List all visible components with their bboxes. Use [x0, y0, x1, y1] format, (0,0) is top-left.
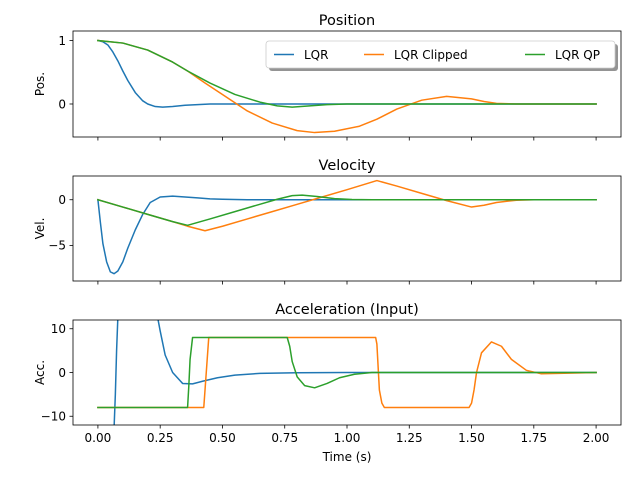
subplot-3: −10 0 10 0.00 0.25 0.50 0.75 1.00 1.25 1.50 1.75 2.…: [33, 302, 622, 464]
y-axis-label: Vel.: [33, 218, 47, 240]
subplot-title: Position: [319, 13, 375, 29]
legend-box: [265, 40, 616, 69]
y-tick-label: 0: [58, 193, 66, 207]
y-axis-label: Acc.: [33, 360, 47, 385]
y-tick-label: −10: [41, 410, 66, 424]
legend-label: LQR QP: [555, 48, 600, 62]
x-tick-label: 0.75: [271, 431, 298, 445]
x-tick-label: 2.00: [583, 431, 610, 445]
x-tick-label: 0.25: [147, 431, 174, 445]
subplot-1: 0 1 Position Pos. LQR LQR Clipped LQR QP: [33, 13, 622, 141]
legend-label: LQR: [304, 48, 328, 62]
y-axis-label: Pos.: [33, 72, 47, 96]
y-tick-label: −5: [48, 239, 66, 253]
y-tick-label: 10: [51, 322, 66, 336]
axes-frame: [72, 175, 622, 282]
series-line-lqr-qp: [96, 194, 597, 227]
y-tick-label: 1: [58, 34, 66, 48]
series-line-lqr: [113, 320, 597, 425]
y-tick-label: 0: [58, 97, 66, 111]
series-line-lqr-qp: [97, 39, 597, 108]
x-axis-label: Time (s): [322, 450, 372, 464]
series-line-lqr: [96, 39, 597, 108]
series-group-2: [96, 179, 597, 275]
series-group-3: [97, 320, 597, 425]
legend-label: LQR Clipped: [394, 48, 468, 62]
x-tick-label: 1.50: [458, 431, 485, 445]
series-line-lqr: [97, 195, 597, 275]
x-tick-label: 1.25: [396, 431, 423, 445]
legend: LQR LQR Clipped LQR QP: [265, 40, 618, 71]
x-tick-label: 1.00: [334, 431, 361, 445]
y-tick-label: 0: [58, 366, 66, 380]
series-group-1: [96, 39, 597, 134]
subplot-title: Acceleration (Input): [275, 302, 419, 318]
series-line-lqr-qp: [97, 336, 597, 409]
subplot-title: Velocity: [319, 158, 376, 174]
x-tick-label: 1.75: [520, 431, 547, 445]
x-tick-label: 0.00: [85, 431, 112, 445]
subplot-2: −5 0 Velocity Vel.: [33, 158, 622, 285]
x-tick-label: 0.50: [209, 431, 236, 445]
series-line-lqr-clipped: [96, 179, 597, 232]
